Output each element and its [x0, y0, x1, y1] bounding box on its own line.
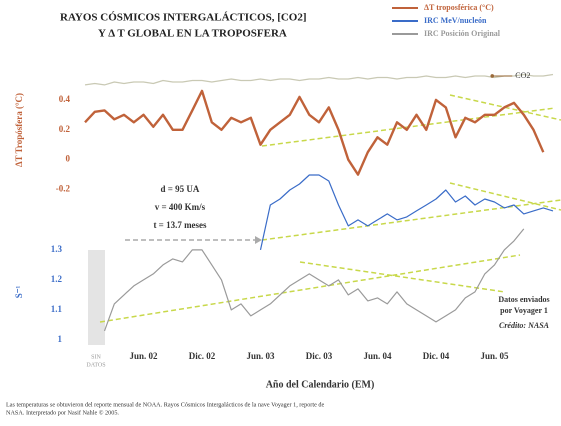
- trend-line: [449, 182, 561, 211]
- footnote: NASA. Interpretado por Nasif Nahle © 200…: [6, 409, 119, 416]
- info-box: [135, 180, 227, 236]
- trend-line: [99, 254, 521, 323]
- legend-label: IRC Posición Original: [424, 29, 501, 38]
- legend-label: IRC MeV/nucleón: [424, 16, 487, 25]
- footnote: Las temperaturas se obtuvieron del repor…: [6, 401, 324, 408]
- x-tick-label: Jun. 04: [363, 351, 392, 361]
- box-text: t = 13.7 meses: [153, 220, 207, 230]
- no-data-label: DATOS: [86, 362, 105, 368]
- chart-title: Y Δ T GLOBAL EN LA TROPOSFERA: [98, 28, 287, 40]
- delay-arrowhead: [255, 236, 262, 244]
- no-data-label: SIN: [91, 354, 101, 360]
- y2-tick-label: 1: [58, 334, 63, 344]
- series-line: [259, 174, 554, 251]
- y-axis-title: ΔT Tropósfera (°C): [14, 93, 24, 167]
- co2-label: CO2: [515, 71, 530, 80]
- x-tick-label: Dic. 03: [306, 351, 333, 361]
- y-tick-label: 0: [66, 154, 71, 164]
- series-line: [103, 228, 525, 332]
- x-tick-label: Jun. 02: [129, 351, 158, 361]
- y-tick-label: -0.2: [56, 184, 71, 194]
- x-tick-label: Jun. 05: [480, 351, 509, 361]
- credit: Crédito: NASA: [499, 321, 550, 330]
- series-line: [84, 73, 554, 86]
- series-line: [84, 89, 545, 176]
- voyager-note: por Voyager 1: [500, 306, 548, 315]
- y2-tick-label: 1.3: [51, 244, 63, 254]
- no-data-band: [88, 250, 105, 345]
- co2-pointer-dot: [490, 74, 495, 78]
- y-tick-label: 0.2: [59, 124, 71, 134]
- voyager-note: Datos enviados: [498, 295, 549, 304]
- x-tick-label: Dic. 02: [189, 351, 216, 361]
- y2-tick-label: 1.1: [51, 304, 63, 314]
- y2-axis-title: S⁻¹: [14, 285, 24, 298]
- legend-label: ΔT troposférica (°C): [424, 3, 494, 12]
- trend-line: [261, 199, 561, 241]
- x-axis-title: Año del Calendario (EM): [266, 379, 375, 390]
- x-tick-label: Dic. 04: [423, 351, 450, 361]
- y2-tick-label: 1.2: [51, 274, 63, 284]
- chart-title: RAYOS CÓSMICOS INTERGALÁCTICOS, [CO2]: [60, 12, 307, 24]
- box-text: v = 400 Km/s: [155, 202, 206, 212]
- trend-line: [299, 261, 506, 293]
- y-tick-label: 0.4: [59, 94, 71, 104]
- box-text: d = 95 UA: [161, 184, 200, 194]
- x-tick-label: Jun. 03: [246, 351, 275, 361]
